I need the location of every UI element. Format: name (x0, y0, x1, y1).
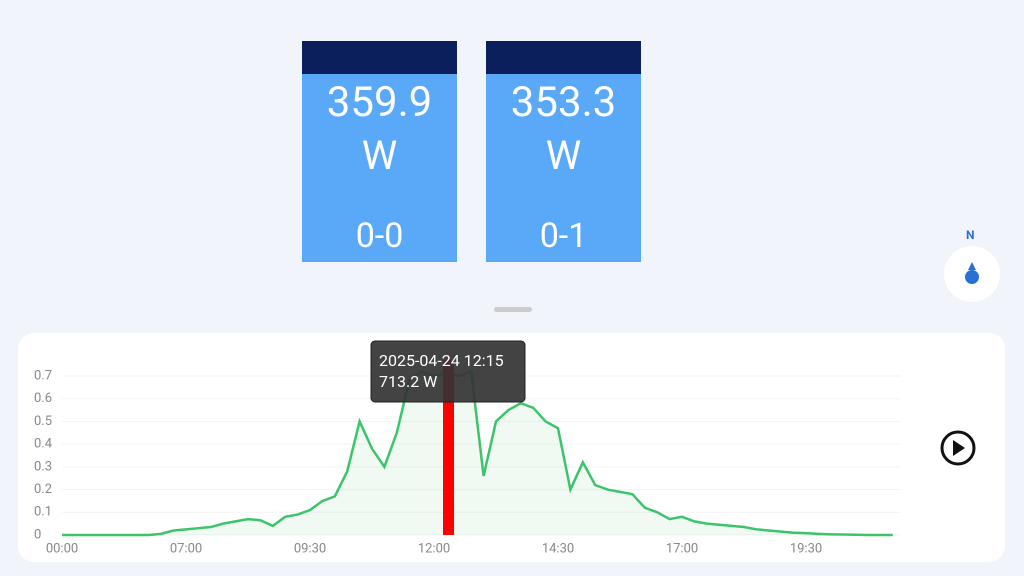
line (62, 369, 893, 537)
tooltip-value: 713.2 W (379, 372, 437, 391)
y-tick-label: 0.2 (34, 482, 52, 497)
panel[interactable]: 359.9 W 0-0 (302, 41, 457, 262)
y-tick-label: 0 (34, 527, 41, 542)
y-tick-label: 0.5 (34, 414, 52, 429)
area (62, 371, 893, 535)
panel-unit: W (361, 132, 398, 179)
panel[interactable]: 353.3 W 0-1 (486, 41, 641, 262)
y-tick-label: 0.3 (34, 459, 52, 474)
cursor-marker (443, 360, 454, 535)
panel-id: 0-0 (355, 216, 404, 256)
chart-card (18, 333, 1005, 562)
tooltip (370, 340, 526, 403)
y-tick-label: 0.6 (34, 391, 52, 406)
x-tick-label: 00:00 (46, 541, 78, 556)
panel-header (302, 41, 457, 74)
x-tick-label: 17:00 (666, 541, 698, 556)
panel-id: 0-1 (539, 216, 588, 256)
compass-button[interactable] (944, 246, 1000, 302)
panel-unit: W (545, 132, 582, 179)
y-tick-label: 0.4 (34, 437, 53, 452)
drag-handle[interactable] (494, 307, 532, 312)
x-tick-label: 12:00 (418, 541, 450, 556)
x-tick-label: 19:30 (790, 541, 822, 556)
y-tick-label: 0.1 (34, 505, 52, 520)
x-tick-label: 07:00 (170, 541, 202, 556)
x-tick-label: 14:30 (542, 541, 574, 556)
x-tick-label: 09:30 (294, 541, 326, 556)
panel-power: 359.9 (326, 78, 433, 127)
panel-power: 353.3 (510, 78, 617, 127)
compass-icon (965, 262, 979, 284)
y-tick-label: 0.7 (34, 368, 52, 383)
compass-label: N (966, 228, 975, 242)
panel-header (486, 41, 641, 74)
tooltip-title: 2025-04-24 12:15 (379, 351, 504, 370)
play-button[interactable] (940, 430, 976, 466)
